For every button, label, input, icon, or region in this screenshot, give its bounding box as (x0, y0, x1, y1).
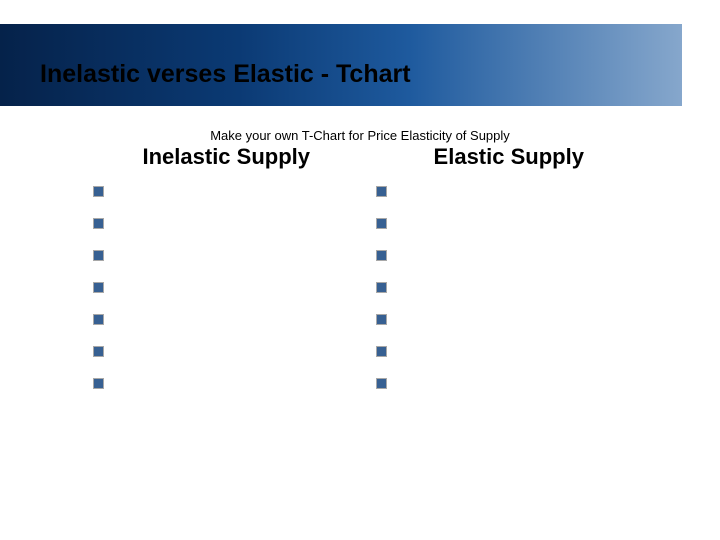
right-column: Elastic Supply (368, 144, 651, 408)
square-bullet-icon (376, 346, 387, 357)
square-bullet-icon (376, 314, 387, 325)
list-item (93, 280, 368, 312)
list-item (93, 344, 368, 376)
left-bullet-list (85, 184, 368, 408)
left-column: Inelastic Supply (85, 144, 368, 408)
slide-subtitle: Make your own T-Chart for Price Elastici… (0, 128, 720, 143)
square-bullet-icon (93, 378, 104, 389)
square-bullet-icon (376, 218, 387, 229)
square-bullet-icon (376, 250, 387, 261)
list-item (93, 312, 368, 344)
square-bullet-icon (376, 282, 387, 293)
list-item (376, 248, 651, 280)
square-bullet-icon (93, 346, 104, 357)
right-column-header: Elastic Supply (368, 144, 651, 170)
right-bullet-list (368, 184, 651, 408)
left-column-header: Inelastic Supply (85, 144, 368, 170)
square-bullet-icon (93, 186, 104, 197)
square-bullet-icon (93, 250, 104, 261)
list-item (376, 376, 651, 408)
square-bullet-icon (93, 218, 104, 229)
tchart-columns: Inelastic Supply (85, 144, 650, 408)
list-item (376, 184, 651, 216)
list-item (376, 280, 651, 312)
list-item (376, 344, 651, 376)
slide-title: Inelastic verses Elastic - Tchart (40, 60, 411, 89)
list-item (93, 248, 368, 280)
square-bullet-icon (93, 314, 104, 325)
list-item (93, 216, 368, 248)
square-bullet-icon (376, 378, 387, 389)
list-item (376, 216, 651, 248)
square-bullet-icon (376, 186, 387, 197)
square-bullet-icon (93, 282, 104, 293)
list-item (93, 184, 368, 216)
list-item (93, 376, 368, 408)
list-item (376, 312, 651, 344)
